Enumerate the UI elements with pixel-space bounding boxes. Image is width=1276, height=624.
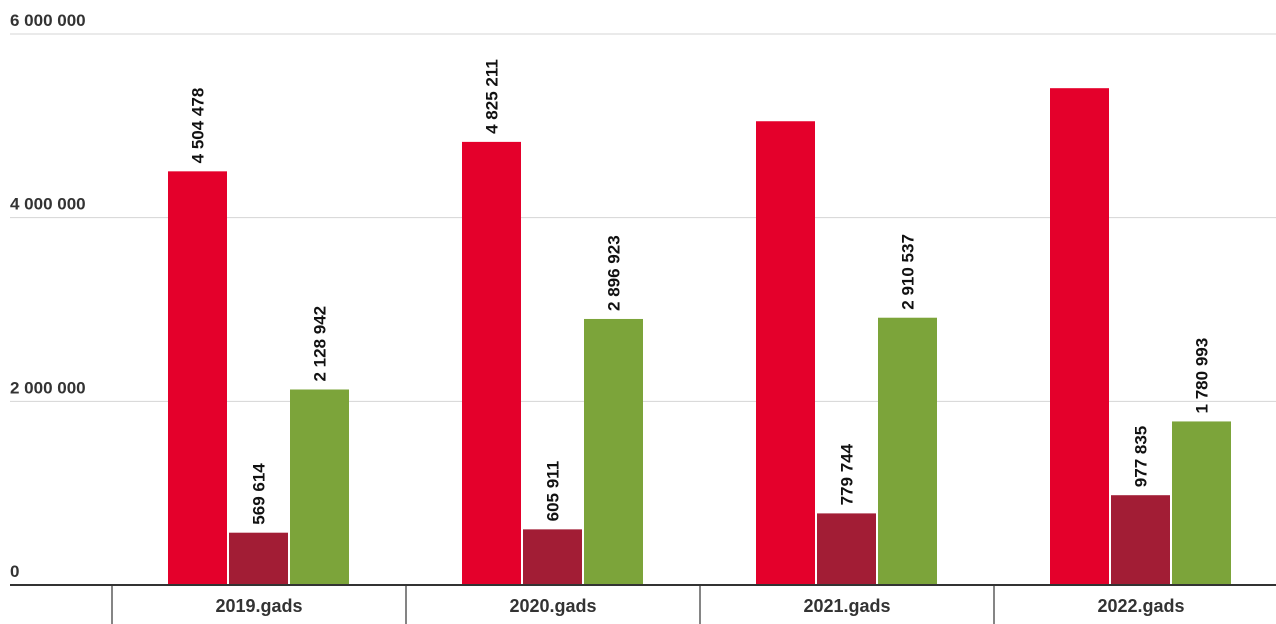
x-category-label: 2022.gads (1097, 596, 1184, 616)
x-category-label: 2020.gads (509, 596, 596, 616)
y-tick-label: 6 000 000 (10, 11, 86, 30)
x-axis: 2019.gads 2020.gads 2021.gads 2022.gads (10, 584, 1276, 624)
bar (168, 171, 227, 585)
data-label: 977 835 (1132, 426, 1151, 487)
data-label: 569 614 (250, 463, 269, 525)
bar (523, 529, 582, 585)
data-label: 4 504 478 (189, 88, 208, 164)
bar (229, 532, 288, 585)
data-label: 2 128 942 (311, 306, 330, 382)
data-labels: 4 504 478 569 614 2 128 942 4 825 211 605 91… (189, 59, 1212, 525)
y-axis-ticks: 0 2 000 000 4 000 000 6 000 000 (10, 11, 86, 581)
bar (1050, 88, 1109, 585)
x-category-label: 2019.gads (215, 596, 302, 616)
y-tick-label: 0 (10, 562, 19, 581)
data-label: 2 896 923 (605, 235, 624, 311)
bar (878, 317, 937, 585)
bar (584, 318, 643, 585)
bars (168, 88, 1231, 585)
y-tick-label: 2 000 000 (10, 378, 86, 397)
bar (817, 513, 876, 585)
x-category-label: 2021.gads (803, 596, 890, 616)
bar (290, 389, 349, 585)
data-label: 1 780 993 (1193, 338, 1212, 414)
y-tick-label: 4 000 000 (10, 195, 86, 214)
bar (1172, 421, 1231, 585)
data-label: 605 911 (544, 461, 563, 522)
bar (1111, 495, 1170, 585)
data-label: 2 910 537 (899, 234, 918, 310)
data-label: 779 744 (838, 443, 857, 505)
data-label: 4 825 211 (483, 59, 502, 134)
bar (462, 141, 521, 585)
bar (756, 121, 815, 585)
